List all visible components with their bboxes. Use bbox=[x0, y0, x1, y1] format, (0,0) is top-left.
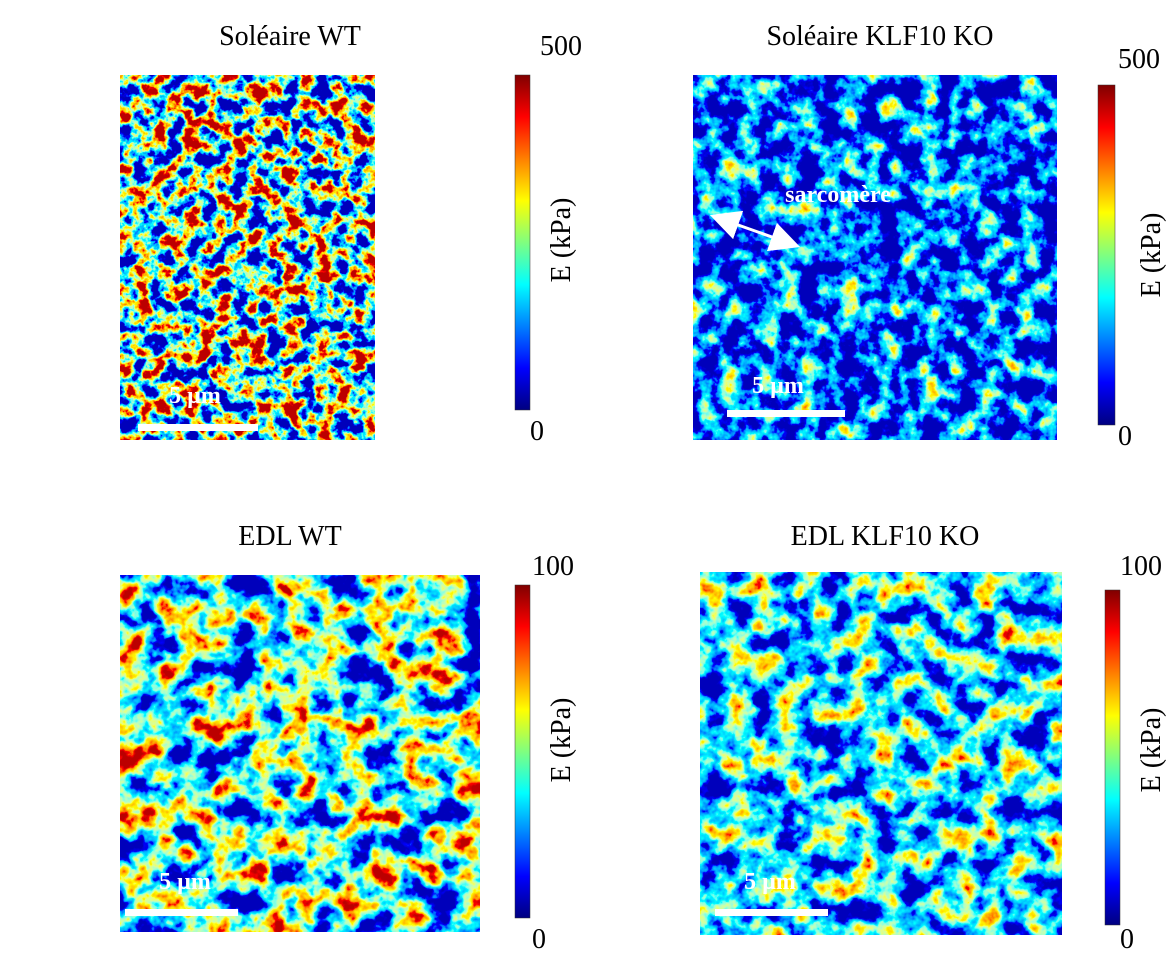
colorbar-min: 0 bbox=[532, 924, 546, 955]
sarcomere-arrow bbox=[709, 210, 801, 252]
colorbar-min: 0 bbox=[1120, 924, 1134, 955]
colorbar-max: 500 bbox=[540, 31, 582, 62]
scale-bar bbox=[125, 909, 238, 916]
colorbar-label: E (kPa) bbox=[1136, 213, 1167, 298]
stiffness-map bbox=[693, 75, 1057, 440]
panel-title: Soléaire KLF10 KO bbox=[766, 21, 993, 52]
colorbar-min: 0 bbox=[530, 416, 544, 447]
scale-bar-label: 5 µm bbox=[744, 869, 796, 895]
panel: EDL KLF10 KO 100 0 E (kPa) 5 µm bbox=[700, 521, 1167, 955]
stiffness-map bbox=[700, 572, 1062, 935]
scale-bar-label: 5 µm bbox=[159, 869, 211, 895]
scale-bar-label: 5 µm bbox=[752, 373, 804, 399]
scale-bar bbox=[138, 424, 258, 431]
scale-bar-label: 5 µm bbox=[169, 383, 221, 409]
colorbar bbox=[1104, 589, 1121, 926]
stiffness-map bbox=[120, 75, 375, 440]
scale-bar bbox=[727, 410, 845, 417]
panel-title: EDL KLF10 KO bbox=[791, 521, 980, 552]
colorbar-min: 0 bbox=[1118, 421, 1132, 452]
panel: Soléaire KLF10 KO 500 0 E (kPa) 5 µm sarcomèr… bbox=[693, 21, 1167, 452]
panel: Soléaire WT 500 0 E (kPa) 5 µm bbox=[120, 21, 582, 447]
colorbar-max: 100 bbox=[1120, 551, 1162, 582]
panel: EDL WT 100 0 E (kPa) 5 µm bbox=[120, 521, 577, 955]
colorbar-max: 100 bbox=[532, 551, 574, 582]
panel-title: Soléaire WT bbox=[219, 21, 361, 52]
panel-title: EDL WT bbox=[238, 521, 341, 552]
colorbar-max: 500 bbox=[1118, 44, 1160, 75]
colorbar-label: E (kPa) bbox=[1136, 708, 1167, 793]
colorbar bbox=[514, 584, 531, 919]
annotation: sarcomère bbox=[785, 182, 891, 208]
colorbar-label: E (kPa) bbox=[546, 198, 577, 283]
stiffness-map bbox=[120, 575, 480, 932]
colorbar-label: E (kPa) bbox=[546, 698, 577, 783]
scale-bar bbox=[715, 909, 828, 916]
colorbar bbox=[514, 74, 531, 411]
colorbar bbox=[1097, 84, 1116, 426]
